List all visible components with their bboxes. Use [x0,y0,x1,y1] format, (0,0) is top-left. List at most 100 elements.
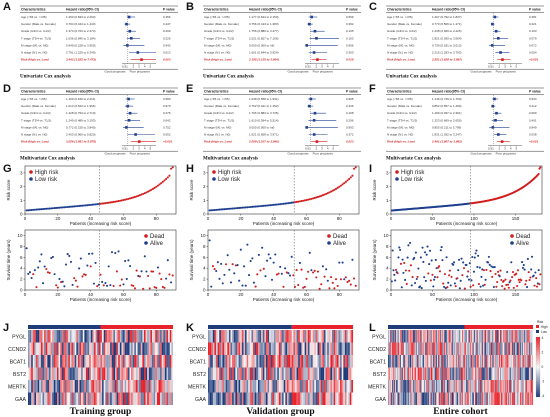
alive-point [410,284,413,287]
dead-point [461,274,464,277]
hr-point [497,37,500,40]
high-risk-point [310,197,313,200]
dead-point [477,283,480,286]
low-risk-point [91,203,94,206]
dead-point [500,278,503,282]
alive-point [465,263,468,267]
row-label: Age (<65 vs. >=65) [21,97,47,101]
risk-y-tick: 3 [20,170,23,175]
legend-high-risk: High risk [401,170,425,176]
row-label: N stage (N1 vs. N0) [204,51,230,55]
low-risk-point [270,204,274,207]
low-risk-point [37,208,40,211]
risk-y-label: Risk score [189,179,194,201]
high-risk-point [155,185,158,188]
row-hazard-ratio: 1.038 (0.558 to 1.931) [249,97,279,101]
low-risk-point [289,201,292,204]
alive-point [406,256,409,259]
alive-point [439,249,442,252]
forest-tick-label: 5 [332,147,334,151]
alive-point [400,286,403,289]
hr-point [134,133,137,136]
high-risk-point [106,201,109,204]
alive-point [462,261,465,264]
header-hazard-ratio: Hazard ratio(95% CI) [249,8,282,12]
alive-point [124,259,127,263]
low-risk-point [96,203,99,206]
alive-point [473,256,476,259]
row-label: Risk (High vs. Low) [387,140,415,144]
alive-point [220,262,223,265]
row-p-value: 0.303 [346,51,354,55]
high-risk-point [140,193,143,196]
risk-x-tick: 60 [121,216,127,221]
risk-x-tick: 150 [512,216,520,221]
low-risk-point [71,205,74,208]
low-risk-point [264,204,267,207]
row-label: Age (<65 vs. >=65) [204,97,230,101]
row-p-value: 0.849 [529,125,537,129]
hr-point [128,111,132,115]
forest-tick-label: 4 [144,65,146,69]
high-risk-point [316,195,320,198]
survival-x-tick: 50 [430,292,436,297]
row-hazard-ratio: 1.146 (0.749 to 1.760) [432,97,462,101]
forest-tick-label: 4 [510,65,512,69]
heat-colorbar [535,336,541,398]
row-hazard-ratio: 1.766 (0.883 to 3.735) [249,111,279,115]
low-risk-point [92,203,95,206]
row-p-value: 0.226 [163,36,171,40]
heat-colorbar-tick: -2 [542,380,545,384]
high-risk-point [346,179,349,182]
dead-point [504,278,507,281]
alive-point [106,284,109,287]
row-hazard-ratio: 1.428 (0.753 to 2.710) [66,111,96,115]
forest-tick-label: 0.51 [122,65,128,69]
forest-plot-f: F Characteristics Hazard ratio(95% CI) P va… [369,83,544,162]
survival-x-tick: 60 [121,292,127,297]
dead-point [293,285,297,288]
dead-point [506,283,510,286]
dead-point [135,269,138,272]
alive-point [310,269,313,272]
alive-point [125,277,128,281]
row-label: Age (<65 vs. >=65) [204,15,230,19]
risk-y-tick: 2 [20,184,23,189]
alive-point [425,253,428,256]
high-risk-point [315,196,318,199]
dead-point [443,273,446,276]
row-label: Gender (Male vs. Female) [387,104,422,108]
dead-point [527,271,530,274]
hr-point [315,37,318,40]
alive-point [523,268,526,271]
forest-plot-a: A Characteristics Hazard ratio(95% CI) P va… [3,1,178,80]
hr-point [315,140,319,143]
survival-y-tick: 8 [203,244,206,249]
row-p-value: 0.412 [529,104,537,108]
high-risk-point [328,191,331,194]
dead-point [502,279,505,283]
dead-point [160,278,163,281]
forest-tick-label: 0.51 [488,147,494,151]
dead-point [462,267,466,270]
high-risk-point [158,183,161,186]
risk-band-high [100,325,173,329]
gene-label: CCND2 [368,347,386,353]
header-p-value: P value [163,90,175,94]
panel-letter: G [3,163,12,175]
alive-point [326,279,329,282]
alive-point [490,265,493,268]
alive-point [87,252,91,255]
alive-point [25,247,28,250]
alive-point [477,254,480,257]
forest-tick-label: 4 [327,147,329,151]
row-label: N stage (N1 vs. N0) [21,51,47,55]
row-hazard-ratio: 2.551 (1.628 to 3.997) [431,58,462,62]
high-risk-point [130,196,133,200]
row-p-value: 0.221 [529,22,537,26]
dead-point [112,284,115,288]
gene-label: CCND2 [8,347,26,353]
dead-point [35,286,38,289]
hr-point [494,119,497,122]
alive-point [37,266,40,269]
